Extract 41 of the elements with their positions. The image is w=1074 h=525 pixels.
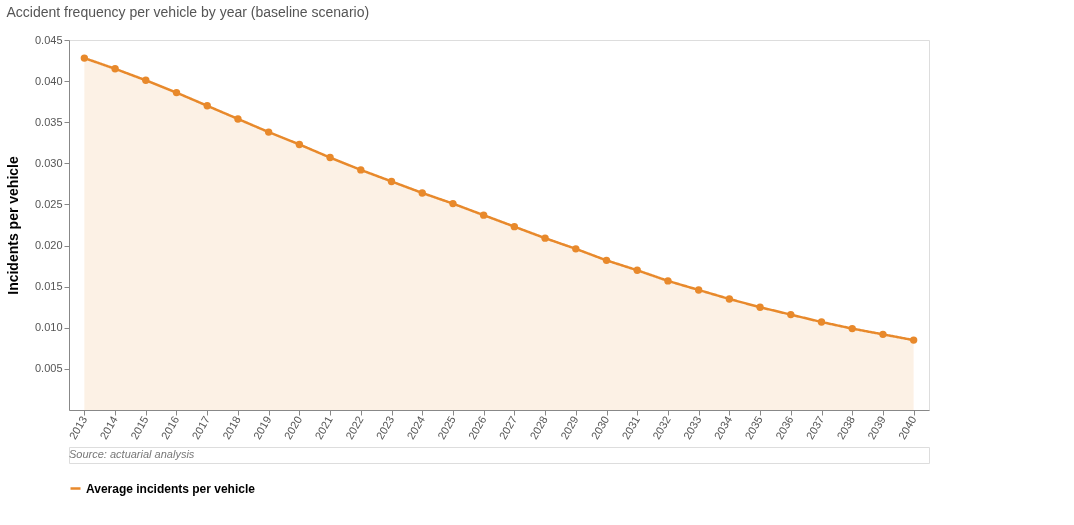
point: [510, 222, 519, 231]
legend-label: Average incidents per vehicle: [86, 481, 256, 496]
point: [633, 266, 641, 274]
point: [602, 256, 611, 265]
point: [879, 330, 887, 339]
y-tick-label: 0.010: [34, 321, 63, 334]
y-tick-label: 0.015: [34, 280, 63, 293]
point: [756, 303, 764, 311]
point: [694, 286, 703, 294]
point: [572, 245, 580, 253]
point: [725, 295, 734, 303]
y-axis-title: Incidents per vehicle: [4, 156, 21, 295]
point: [387, 177, 396, 186]
source-note: Source: actuarial analysis: [69, 448, 195, 460]
y-tick-label: 0.030: [34, 156, 63, 169]
y-tick-label: 0.035: [34, 115, 63, 128]
point: [357, 166, 365, 174]
point: [234, 115, 242, 123]
point: [449, 199, 457, 208]
point: [817, 318, 826, 326]
point: [479, 211, 488, 219]
point: [111, 65, 119, 73]
point: [541, 234, 549, 242]
y-tick-label: 0.005: [34, 362, 63, 375]
y-tick-label: 0.040: [34, 74, 63, 87]
point: [909, 336, 918, 344]
y-tick-label: 0.025: [34, 197, 63, 210]
point: [80, 54, 89, 62]
y-tick-label: 0.045: [34, 33, 63, 46]
y-tick-label: 0.020: [34, 239, 63, 252]
point: [142, 76, 150, 84]
point: [848, 324, 856, 333]
point: [787, 310, 795, 319]
point: [264, 128, 273, 136]
point: [664, 277, 672, 285]
chart-title: Accident frequency per vehicle by year (baseline scenario): [6, 4, 370, 20]
point: [295, 140, 304, 149]
point: [172, 88, 181, 97]
point: [418, 189, 426, 197]
point: [326, 153, 334, 162]
point: [203, 102, 211, 110]
